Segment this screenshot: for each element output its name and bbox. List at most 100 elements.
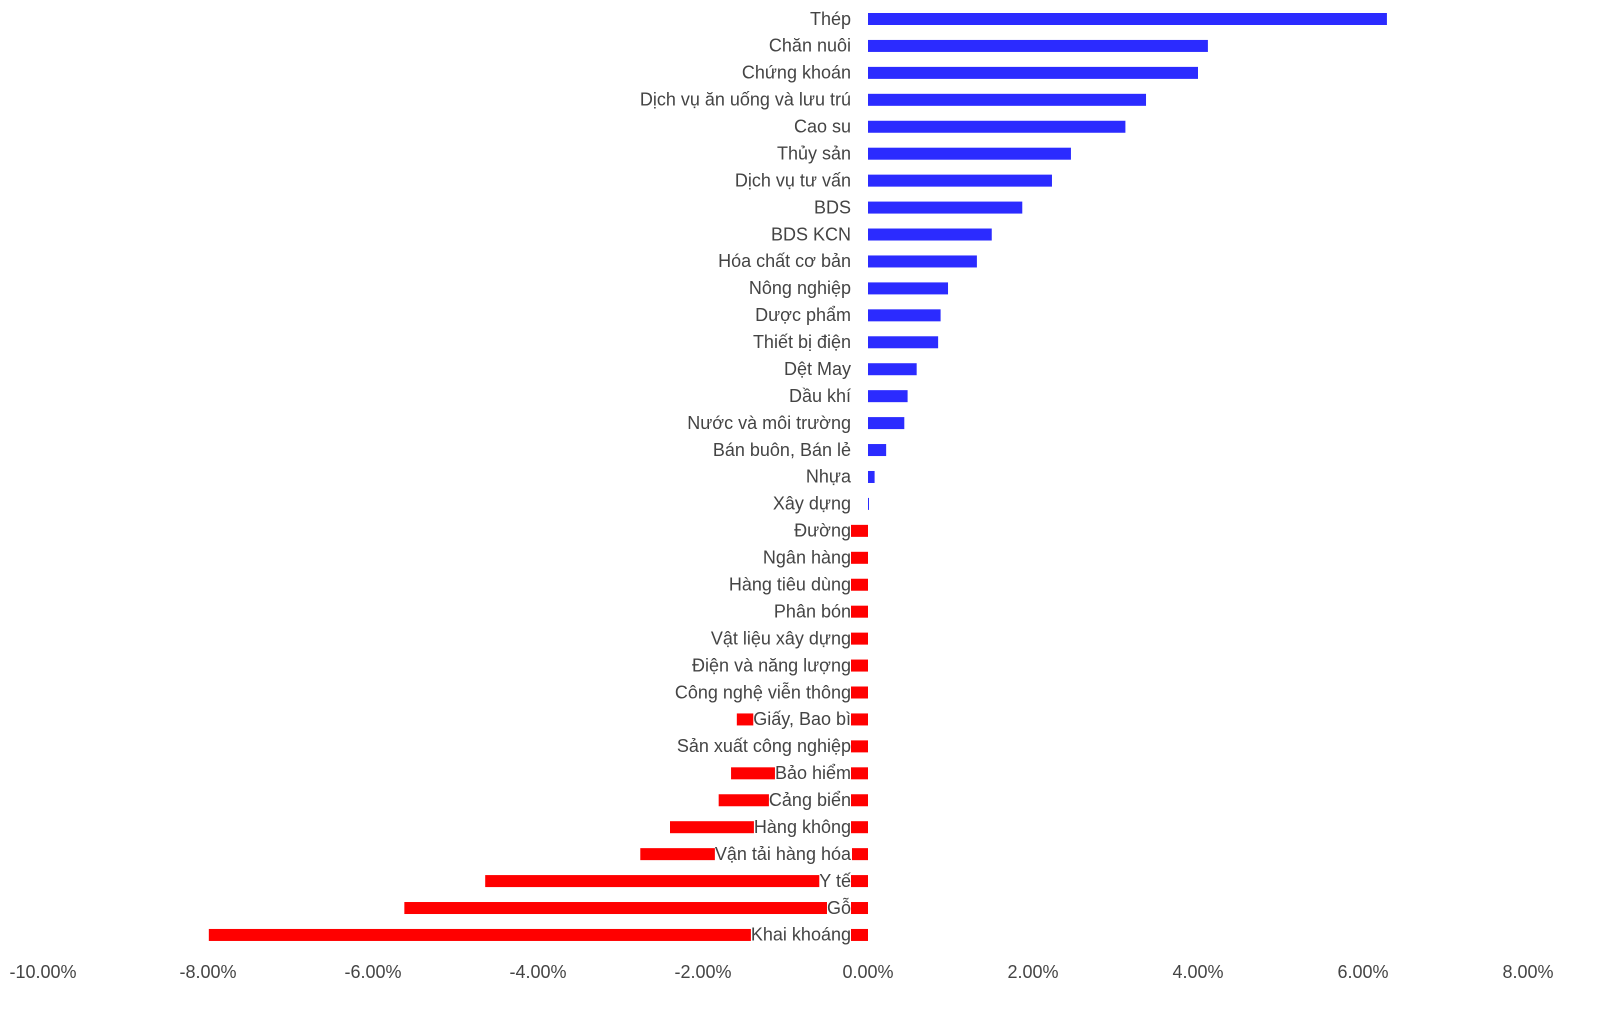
label-background [762,550,851,565]
bar [868,444,887,457]
y-tick-label: Hàng tiêu dùng [729,574,851,594]
bar [850,524,868,537]
y-tick-label: Hóa chất cơ bản [718,251,851,271]
label-background [813,200,851,215]
bar [868,363,917,376]
y-tick-label: Khai khoáng [751,925,851,945]
bar [868,228,992,241]
bar [868,174,1052,187]
y-tick-label: Nông nghiệp [749,278,851,298]
y-tick-label: Dầu khí [789,386,851,406]
label-background [776,146,851,161]
x-tick-label: 6.00% [1337,962,1388,982]
label-background [748,281,851,296]
label-background [772,496,851,511]
label-background [714,847,852,862]
y-tick-label: Hàng không [754,817,851,837]
bar [208,928,868,941]
bar [868,309,941,322]
y-tick-label: BDS KCN [771,224,851,244]
x-tick-label: 4.00% [1172,962,1223,982]
y-tick-label: Thép [810,9,851,29]
y-tick-label: Y tế [819,871,851,891]
label-background [639,92,851,107]
bar [868,497,869,510]
y-tick-label: Vật liệu xây dựng [711,628,851,648]
labels: Thép Chăn nuôi Chứng khoán Dịch vụ ăn uống … [639,9,852,945]
y-tick-label: Điện và năng lượng [692,655,851,675]
y-tick-label: Nhựa [806,467,852,487]
bar [868,336,939,349]
label-background [770,227,851,242]
y-tick-label: Dịch vụ ăn uống và lưu trú [640,90,851,110]
y-tick-label: Thiết bị điện [753,332,851,352]
bar [404,902,868,915]
y-tick-label: Ngân hàng [763,548,851,568]
label-background [783,362,851,377]
label-background [788,389,851,404]
bar [868,282,949,295]
bar [868,147,1071,160]
label-background [774,766,851,781]
bar [868,66,1198,79]
y-tick-label: BDS [814,197,851,217]
y-tick-label: Chứng khoán [742,63,851,83]
label-background [753,712,851,727]
bar [868,120,1126,133]
y-tick-label: Nước và môi trường [687,413,851,433]
label-background [692,658,851,673]
label-background [741,65,851,80]
y-tick-label: Đường [794,521,851,541]
y-tick-label: Chăn nuôi [769,36,851,56]
label-background [805,469,852,484]
label-background [755,308,851,323]
label-background [687,416,851,431]
bar [485,875,868,888]
bar [868,255,977,268]
y-tick-label: Giấy, Bao bì [753,709,851,729]
label-background [676,739,851,754]
label-background [768,38,851,53]
bar [868,390,908,403]
bar [868,201,1023,214]
y-tick-label: Cảng biển [769,790,851,810]
y-tick-label: Bảo hiểm [775,763,851,783]
x-tick-label: 8.00% [1502,962,1553,982]
y-tick-label: Công nghệ viễn thông [675,681,851,702]
label-background [826,901,851,916]
x-tick-label: -10.00% [9,962,76,982]
x-tick-label: 0.00% [842,962,893,982]
label-background [734,173,851,188]
label-background [674,685,851,700]
y-tick-label: Dược phẩm [755,305,851,325]
y-tick-label: Dệt May [784,359,851,379]
y-tick-label: Vận tải hàng hóa [715,844,852,864]
y-tick-label: Bán buôn, Bán lẻ [713,440,851,460]
bar [868,417,905,430]
y-tick-label: Thủy sản [777,143,851,163]
bar [868,93,1147,106]
bar [868,470,875,483]
label-background [753,820,851,835]
label-background [809,12,851,26]
y-tick-label: Xây dựng [773,494,851,514]
bar [868,39,1208,52]
y-tick-label: Cao su [794,117,851,137]
label-background [793,119,851,134]
x-tick-label: -6.00% [344,962,401,982]
label-background [718,254,851,269]
y-tick-label: Sản xuất công nghiệp [677,736,851,756]
label-background [710,631,851,646]
y-tick-label: Phân bón [774,601,851,621]
y-tick-label: Dịch vụ tư vấn [735,170,851,190]
y-tick-label: Gỗ [827,897,851,918]
label-background [794,523,851,538]
label-background [728,577,851,592]
x-tick-label: -2.00% [674,962,731,982]
label-background [750,927,851,942]
label-background [712,443,851,458]
label-background [752,335,851,350]
x-tick-label: -4.00% [509,962,566,982]
x-tick-label: 2.00% [1007,962,1058,982]
